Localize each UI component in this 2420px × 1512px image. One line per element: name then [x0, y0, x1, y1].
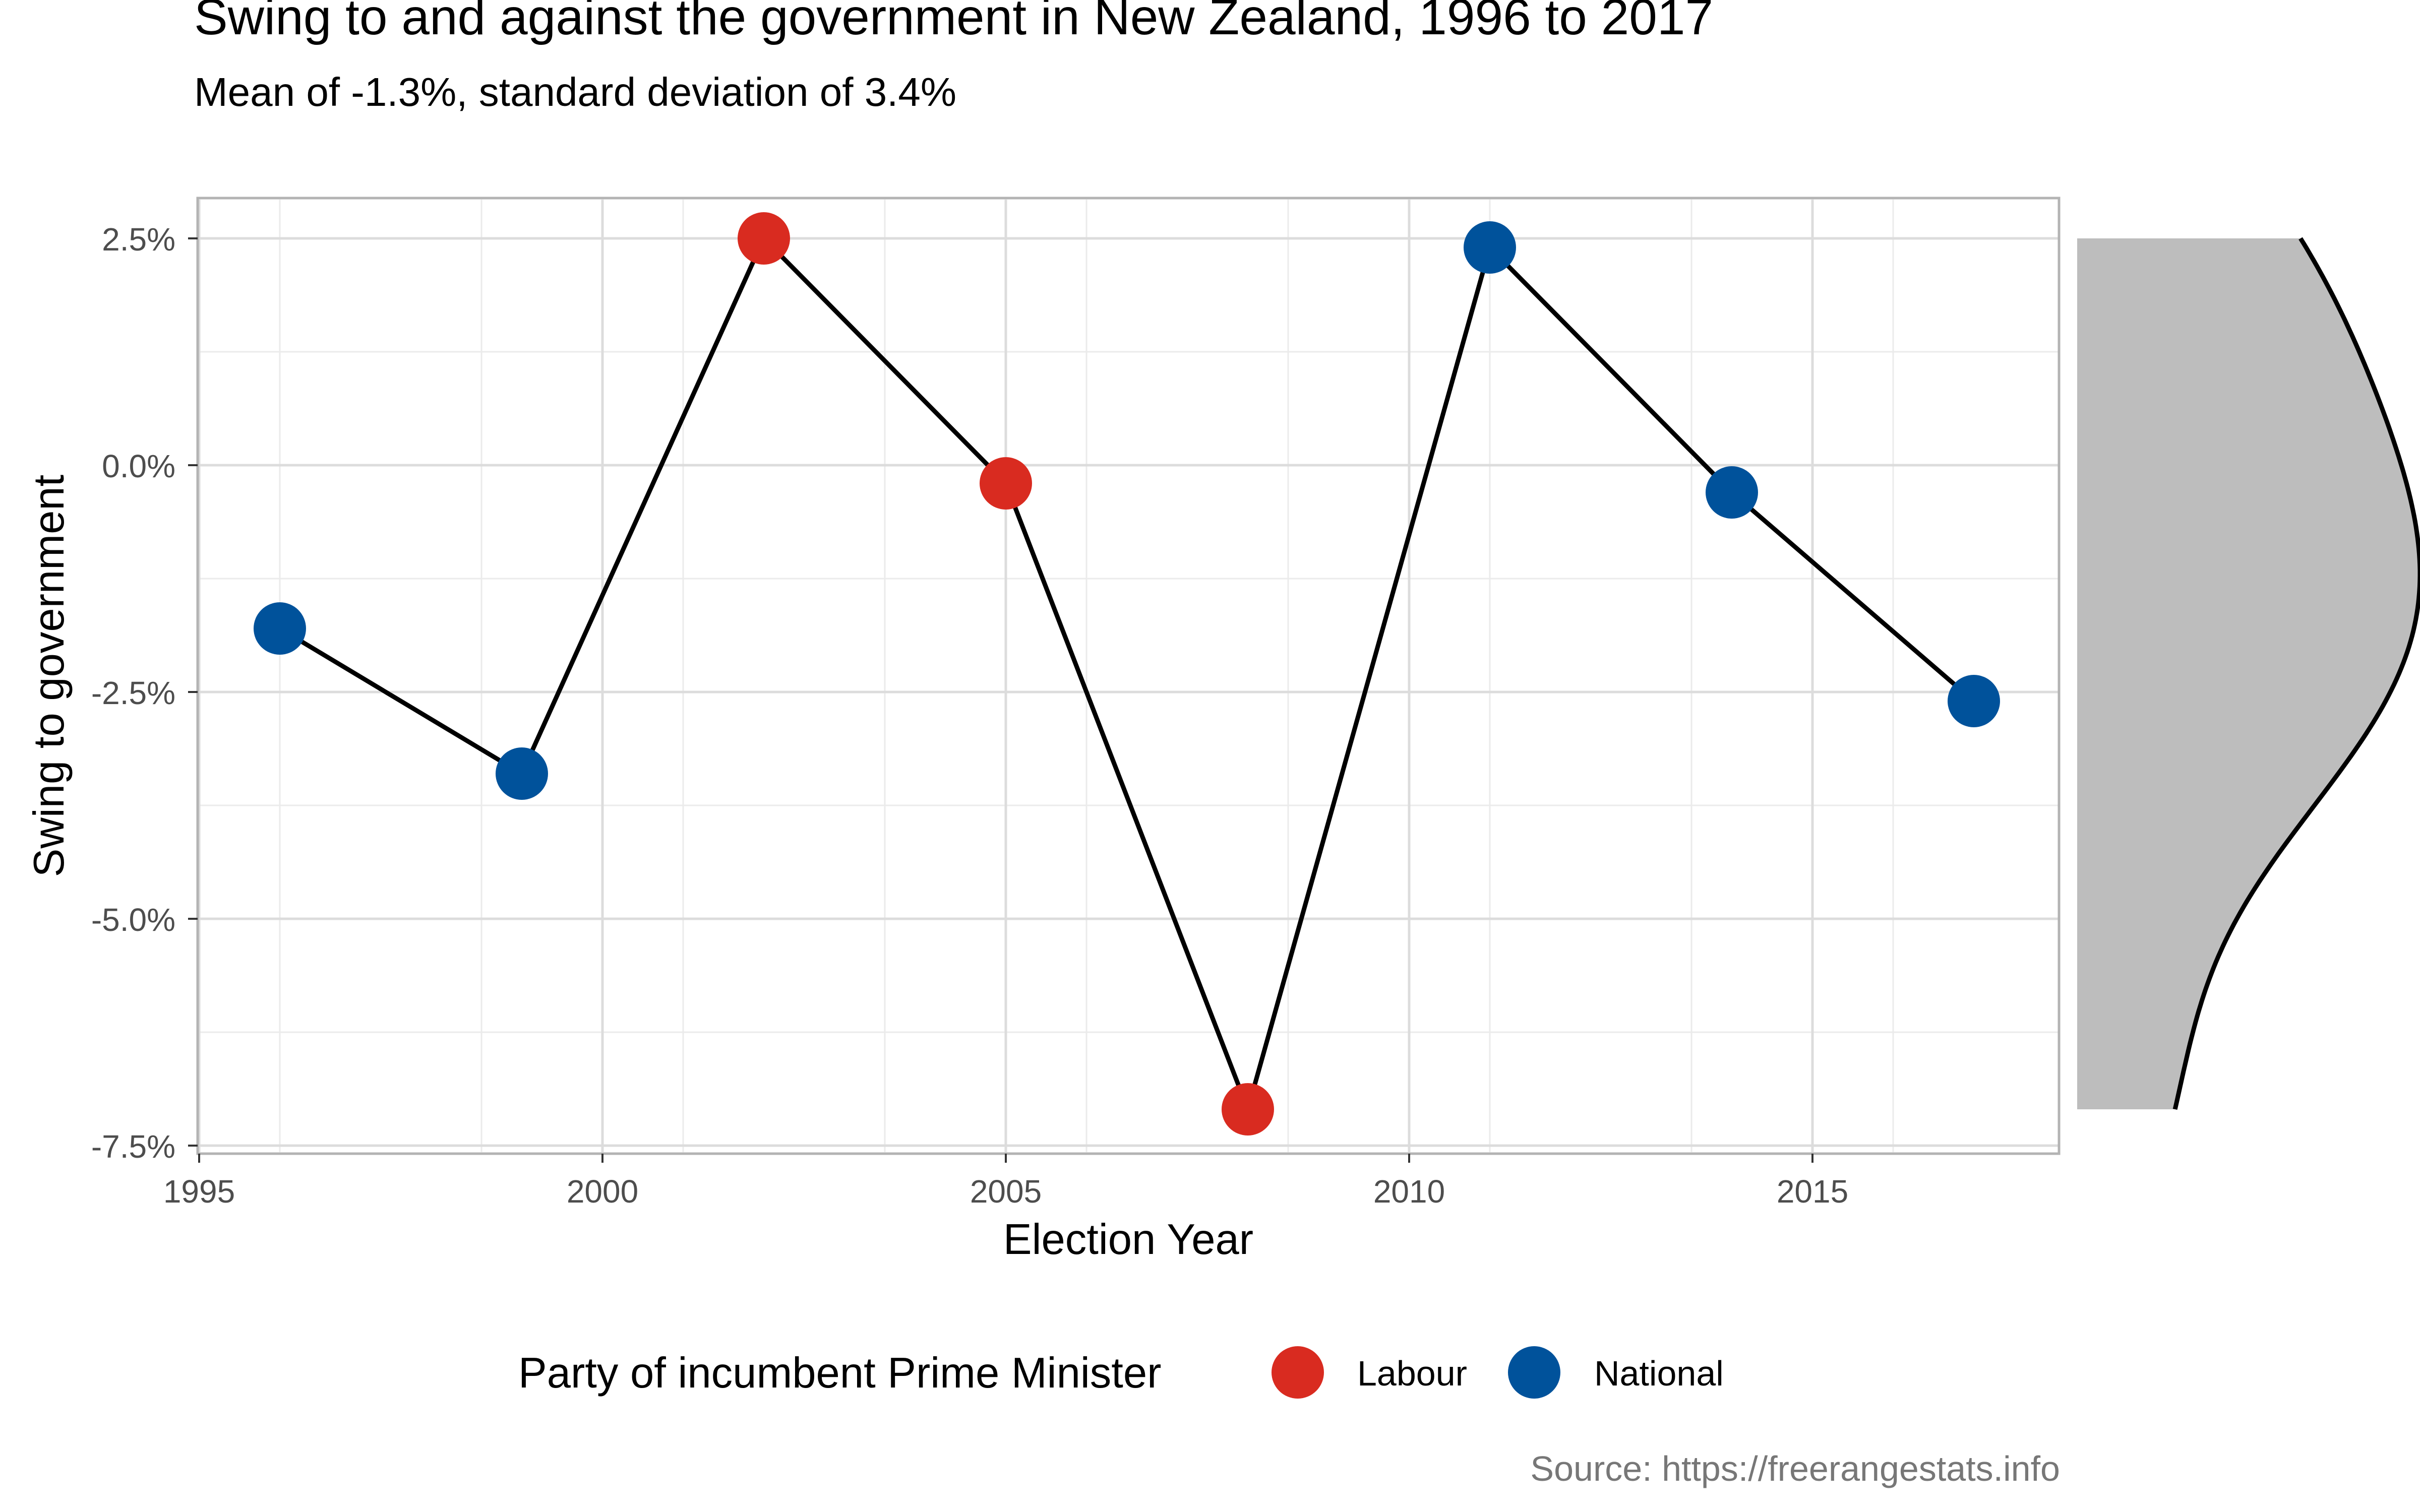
y-tick-label: -2.5% [91, 675, 175, 711]
y-tick-label: -5.0% [91, 902, 175, 938]
data-point-2017 [1948, 675, 2000, 727]
legend-key-national [1508, 1346, 1560, 1399]
data-point-2002 [738, 212, 790, 265]
chart-subtitle: Mean of -1.3%, standard deviation of 3.4… [194, 70, 956, 114]
x-tick-label: 2005 [970, 1173, 1042, 1210]
x-tick-label: 1995 [163, 1173, 235, 1210]
data-points [254, 212, 2000, 1136]
x-axis-ticks: 1995 2000 2005 2010 2015 [163, 1154, 1848, 1210]
source-caption: Source: https://freerangestats.info [1530, 1449, 2060, 1488]
data-point-2011 [1464, 221, 1516, 274]
y-tick-label: 0.0% [102, 448, 175, 484]
x-tick-label: 2000 [567, 1173, 638, 1210]
density-area [2077, 238, 2420, 1109]
legend-label-labour: Labour [1357, 1354, 1467, 1393]
data-point-1996 [254, 602, 306, 655]
y-tick-label: 2.5% [102, 221, 175, 258]
data-point-1999 [496, 747, 548, 800]
legend-title: Party of incumbent Prime Minister [518, 1349, 1161, 1397]
legend-label-national: National [1594, 1354, 1724, 1393]
grid-lines [198, 200, 2058, 1152]
legend-key-labour [1272, 1346, 1324, 1399]
x-axis-label: Election Year [1003, 1216, 1253, 1264]
x-tick-label: 2015 [1777, 1173, 1848, 1210]
data-point-2005 [980, 457, 1032, 510]
data-point-2014 [1706, 466, 1758, 519]
chart-title: Swing to and against the government in N… [194, 0, 1713, 45]
plot-panel-border [196, 197, 2061, 1155]
density-curve [2172, 237, 2420, 1110]
y-axis-label: Swing to government [25, 475, 73, 877]
y-tick-label: -7.5% [91, 1128, 175, 1165]
y-axis-ticks: 2.5% 0.0% -2.5% -5.0% -7.5% [91, 221, 198, 1165]
series-line [278, 236, 1975, 1112]
data-point-2008 [1222, 1083, 1274, 1136]
x-tick-label: 2010 [1373, 1173, 1445, 1210]
